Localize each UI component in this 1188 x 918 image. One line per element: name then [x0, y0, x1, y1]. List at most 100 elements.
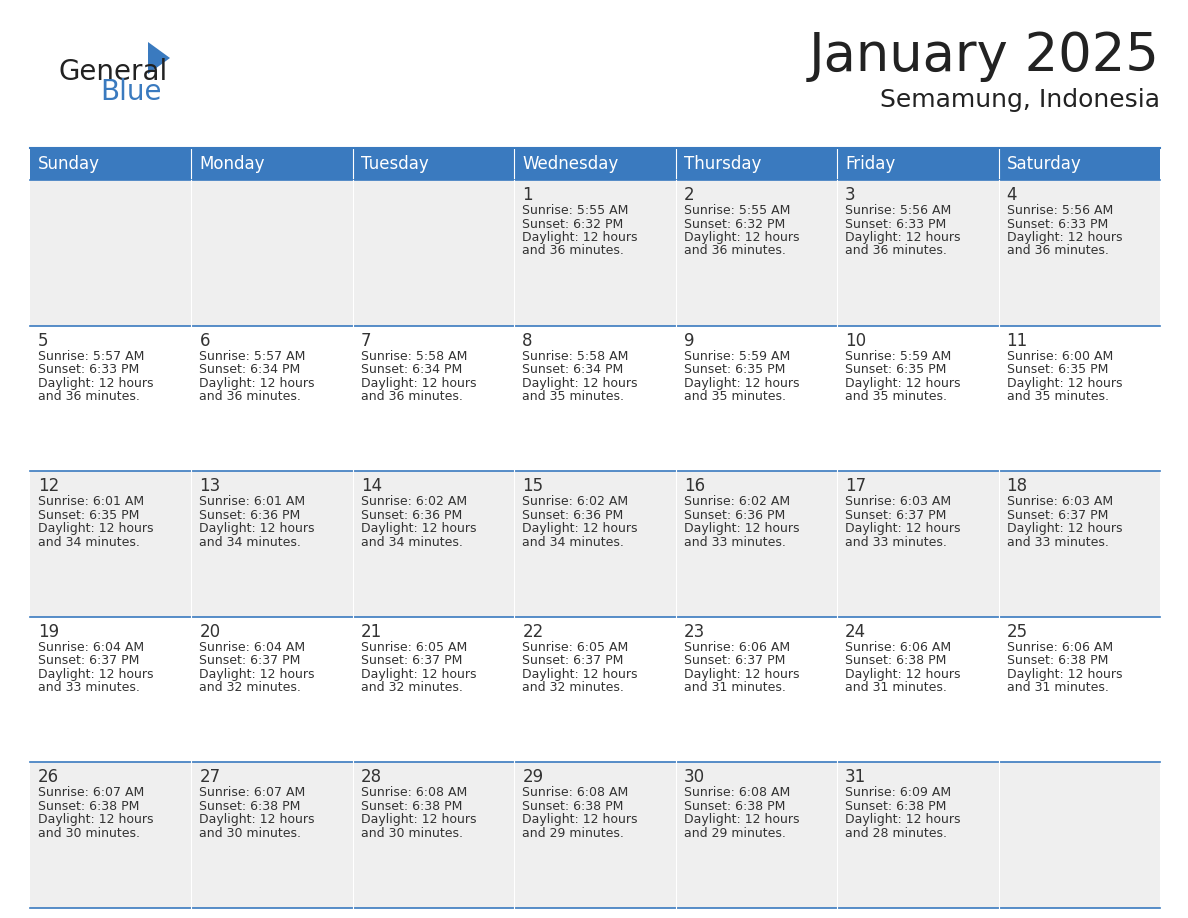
Text: Daylight: 12 hours: Daylight: 12 hours [845, 522, 961, 535]
Bar [514, 763, 676, 908]
Text: and 33 minutes.: and 33 minutes. [1006, 536, 1108, 549]
Text: 19: 19 [38, 622, 59, 641]
Text: Sunset: 6:38 PM: Sunset: 6:38 PM [1006, 655, 1108, 667]
Text: and 34 minutes.: and 34 minutes. [523, 536, 624, 549]
Text: and 30 minutes.: and 30 minutes. [38, 827, 140, 840]
Text: Sunset: 6:38 PM: Sunset: 6:38 PM [523, 800, 624, 813]
Text: 5: 5 [38, 331, 49, 350]
Text: Sunrise: 6:09 AM: Sunrise: 6:09 AM [845, 787, 952, 800]
Text: and 36 minutes.: and 36 minutes. [845, 244, 947, 258]
Text: Daylight: 12 hours: Daylight: 12 hours [361, 376, 476, 389]
Text: Daylight: 12 hours: Daylight: 12 hours [845, 667, 961, 681]
Bar [514, 617, 676, 763]
Text: Daylight: 12 hours: Daylight: 12 hours [523, 231, 638, 244]
Text: Sunset: 6:36 PM: Sunset: 6:36 PM [200, 509, 301, 521]
Text: and 33 minutes.: and 33 minutes. [38, 681, 140, 694]
Text: Sunset: 6:38 PM: Sunset: 6:38 PM [38, 800, 139, 813]
Text: 25: 25 [1006, 622, 1028, 641]
Text: Sunset: 6:34 PM: Sunset: 6:34 PM [523, 364, 624, 376]
Text: and 33 minutes.: and 33 minutes. [684, 536, 785, 549]
Bar [999, 617, 1159, 763]
Bar [999, 326, 1159, 471]
Text: Daylight: 12 hours: Daylight: 12 hours [523, 667, 638, 681]
Text: 16: 16 [684, 477, 704, 495]
Bar [30, 763, 191, 908]
Text: Daylight: 12 hours: Daylight: 12 hours [1006, 376, 1123, 389]
Text: Sunset: 6:35 PM: Sunset: 6:35 PM [1006, 364, 1108, 376]
Text: Sunset: 6:34 PM: Sunset: 6:34 PM [361, 364, 462, 376]
Text: Daylight: 12 hours: Daylight: 12 hours [684, 667, 800, 681]
Text: Saturday: Saturday [1006, 155, 1081, 173]
Text: 13: 13 [200, 477, 221, 495]
Bar [999, 148, 1159, 180]
Text: and 34 minutes.: and 34 minutes. [38, 536, 140, 549]
Text: Sunrise: 6:00 AM: Sunrise: 6:00 AM [1006, 350, 1113, 363]
Bar [30, 326, 191, 471]
Text: and 32 minutes.: and 32 minutes. [523, 681, 624, 694]
Text: Sunset: 6:37 PM: Sunset: 6:37 PM [523, 655, 624, 667]
Text: 8: 8 [523, 331, 532, 350]
Text: 1: 1 [523, 186, 533, 204]
Text: 9: 9 [684, 331, 694, 350]
Polygon shape [148, 42, 170, 74]
Bar [353, 180, 514, 326]
Text: 22: 22 [523, 622, 544, 641]
Text: 26: 26 [38, 768, 59, 787]
Text: Sunrise: 6:03 AM: Sunrise: 6:03 AM [1006, 495, 1113, 509]
Text: Daylight: 12 hours: Daylight: 12 hours [1006, 667, 1123, 681]
Text: Daylight: 12 hours: Daylight: 12 hours [845, 231, 961, 244]
Bar [191, 148, 353, 180]
Text: Sunrise: 6:05 AM: Sunrise: 6:05 AM [523, 641, 628, 654]
Text: Daylight: 12 hours: Daylight: 12 hours [523, 376, 638, 389]
Text: Sunrise: 6:08 AM: Sunrise: 6:08 AM [523, 787, 628, 800]
Text: and 36 minutes.: and 36 minutes. [684, 244, 785, 258]
Text: Sunrise: 5:55 AM: Sunrise: 5:55 AM [684, 204, 790, 217]
Text: Daylight: 12 hours: Daylight: 12 hours [1006, 522, 1123, 535]
Text: Sunset: 6:35 PM: Sunset: 6:35 PM [38, 509, 139, 521]
Text: and 31 minutes.: and 31 minutes. [845, 681, 947, 694]
Text: and 33 minutes.: and 33 minutes. [845, 536, 947, 549]
Text: and 31 minutes.: and 31 minutes. [684, 681, 785, 694]
Text: 3: 3 [845, 186, 855, 204]
Text: Sunset: 6:32 PM: Sunset: 6:32 PM [684, 218, 785, 230]
Text: Blue: Blue [100, 78, 162, 106]
Text: 7: 7 [361, 331, 372, 350]
Bar [30, 471, 191, 617]
Text: 14: 14 [361, 477, 383, 495]
Text: Sunrise: 6:04 AM: Sunrise: 6:04 AM [200, 641, 305, 654]
Bar [838, 471, 999, 617]
Text: Daylight: 12 hours: Daylight: 12 hours [361, 667, 476, 681]
Text: Daylight: 12 hours: Daylight: 12 hours [38, 522, 153, 535]
Text: Daylight: 12 hours: Daylight: 12 hours [361, 522, 476, 535]
Bar [191, 180, 353, 326]
Bar [514, 326, 676, 471]
Bar [676, 148, 838, 180]
Bar [676, 471, 838, 617]
Text: Sunrise: 6:05 AM: Sunrise: 6:05 AM [361, 641, 467, 654]
Text: Daylight: 12 hours: Daylight: 12 hours [684, 522, 800, 535]
Text: Sunset: 6:35 PM: Sunset: 6:35 PM [845, 364, 947, 376]
Text: Sunrise: 5:57 AM: Sunrise: 5:57 AM [200, 350, 305, 363]
Text: Sunset: 6:37 PM: Sunset: 6:37 PM [38, 655, 139, 667]
Text: Sunset: 6:32 PM: Sunset: 6:32 PM [523, 218, 624, 230]
Text: Sunset: 6:37 PM: Sunset: 6:37 PM [1006, 509, 1108, 521]
Text: Monday: Monday [200, 155, 265, 173]
Text: Sunrise: 6:02 AM: Sunrise: 6:02 AM [361, 495, 467, 509]
Text: and 34 minutes.: and 34 minutes. [200, 536, 302, 549]
Bar [353, 471, 514, 617]
Text: Sunrise: 6:06 AM: Sunrise: 6:06 AM [1006, 641, 1113, 654]
Text: Daylight: 12 hours: Daylight: 12 hours [684, 376, 800, 389]
Bar [838, 617, 999, 763]
Bar [353, 617, 514, 763]
Text: and 35 minutes.: and 35 minutes. [845, 390, 947, 403]
Text: 23: 23 [684, 622, 704, 641]
Text: Sunset: 6:34 PM: Sunset: 6:34 PM [200, 364, 301, 376]
Text: Daylight: 12 hours: Daylight: 12 hours [200, 667, 315, 681]
Text: Sunrise: 5:58 AM: Sunrise: 5:58 AM [361, 350, 467, 363]
Text: Sunset: 6:38 PM: Sunset: 6:38 PM [200, 800, 301, 813]
Bar [191, 617, 353, 763]
Text: Daylight: 12 hours: Daylight: 12 hours [523, 522, 638, 535]
Text: 24: 24 [845, 622, 866, 641]
Text: 12: 12 [38, 477, 59, 495]
Bar [30, 180, 191, 326]
